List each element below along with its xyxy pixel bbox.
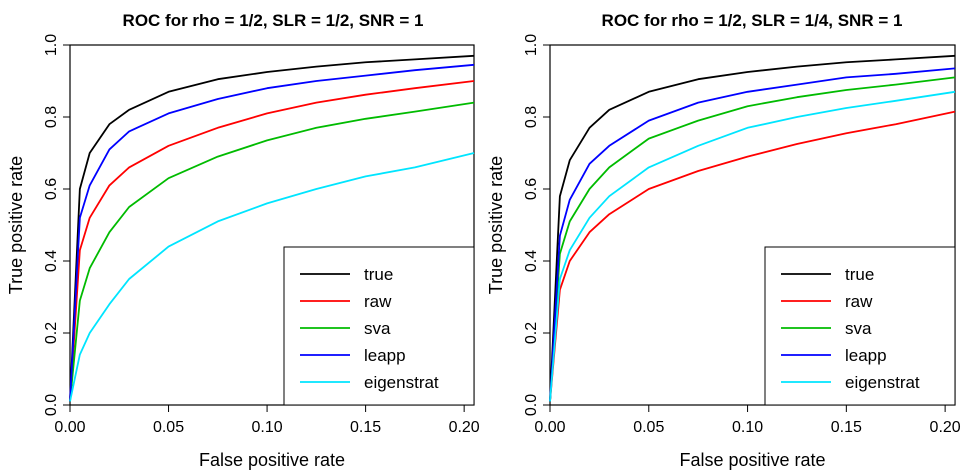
chart-title: ROC for rho = 1/2, SLR = 1/4, SNR = 1 [602, 11, 903, 30]
series-line-eigenstrat [69, 152, 475, 402]
legend-label-raw: raw [845, 292, 873, 311]
y-axis-label: True positive rate [486, 156, 506, 294]
chart-title: ROC for rho = 1/2, SLR = 1/2, SNR = 1 [123, 11, 424, 30]
plot-frame [549, 44, 956, 406]
y-tick-label: 0.6 [43, 178, 60, 200]
series-line-raw [549, 110, 956, 402]
x-tick-label: 0.00 [534, 419, 565, 436]
x-tick-label: 0.05 [633, 419, 664, 436]
legend-label-eigenstrat: eigenstrat [364, 373, 439, 392]
y-axis-label: True positive rate [6, 156, 26, 294]
series-line-true [69, 54, 475, 402]
legend-label-true: true [845, 265, 874, 284]
y-tick-label: 0.2 [523, 322, 540, 344]
x-tick-label: 0.05 [153, 419, 184, 436]
x-tick-label: 0.15 [350, 419, 381, 436]
plot-frame [69, 44, 475, 406]
legend-label-true: true [364, 265, 393, 284]
series-line-leapp [549, 67, 956, 402]
legend-label-eigenstrat: eigenstrat [845, 373, 920, 392]
x-tick-label: 0.00 [54, 419, 85, 436]
legend-label-leapp: leapp [845, 346, 887, 365]
chart-panel-1: ROC for rho = 1/2, SLR = 1/2, SNR = 1 Fal… [6, 11, 480, 470]
x-tick-label: 0.20 [930, 419, 961, 436]
y-tick-label: 0.4 [43, 250, 60, 272]
x-axis-label: False positive rate [679, 450, 825, 470]
series-line-raw [69, 80, 475, 402]
legend-label-raw: raw [364, 292, 392, 311]
y-tick-label: 1.0 [43, 34, 60, 56]
x-tick-label: 0.10 [252, 419, 283, 436]
legend-label-sva: sva [364, 319, 391, 338]
x-tick-label: 0.15 [831, 419, 862, 436]
y-tick-label: 0.2 [43, 322, 60, 344]
series-line-eigenstrat [549, 90, 956, 402]
y-tick-label: 0.4 [523, 250, 540, 272]
y-tick-label: 0.6 [523, 178, 540, 200]
x-tick-label: 0.10 [732, 419, 763, 436]
x-axis-label: False positive rate [199, 450, 345, 470]
series-line-sva [549, 76, 956, 402]
legend-label-sva: sva [845, 319, 872, 338]
series-line-true [549, 54, 956, 402]
y-tick-label: 0.8 [523, 106, 540, 128]
y-tick-label: 0.0 [523, 394, 540, 416]
chart-panel-2: ROC for rho = 1/2, SLR = 1/4, SNR = 1 Fal… [486, 11, 961, 470]
legend-label-leapp: leapp [364, 346, 406, 365]
y-tick-label: 0.8 [43, 106, 60, 128]
y-tick-label: 1.0 [523, 34, 540, 56]
x-tick-label: 0.20 [449, 419, 480, 436]
y-tick-label: 0.0 [43, 394, 60, 416]
series-line-leapp [69, 63, 475, 402]
series-line-sva [69, 101, 475, 402]
